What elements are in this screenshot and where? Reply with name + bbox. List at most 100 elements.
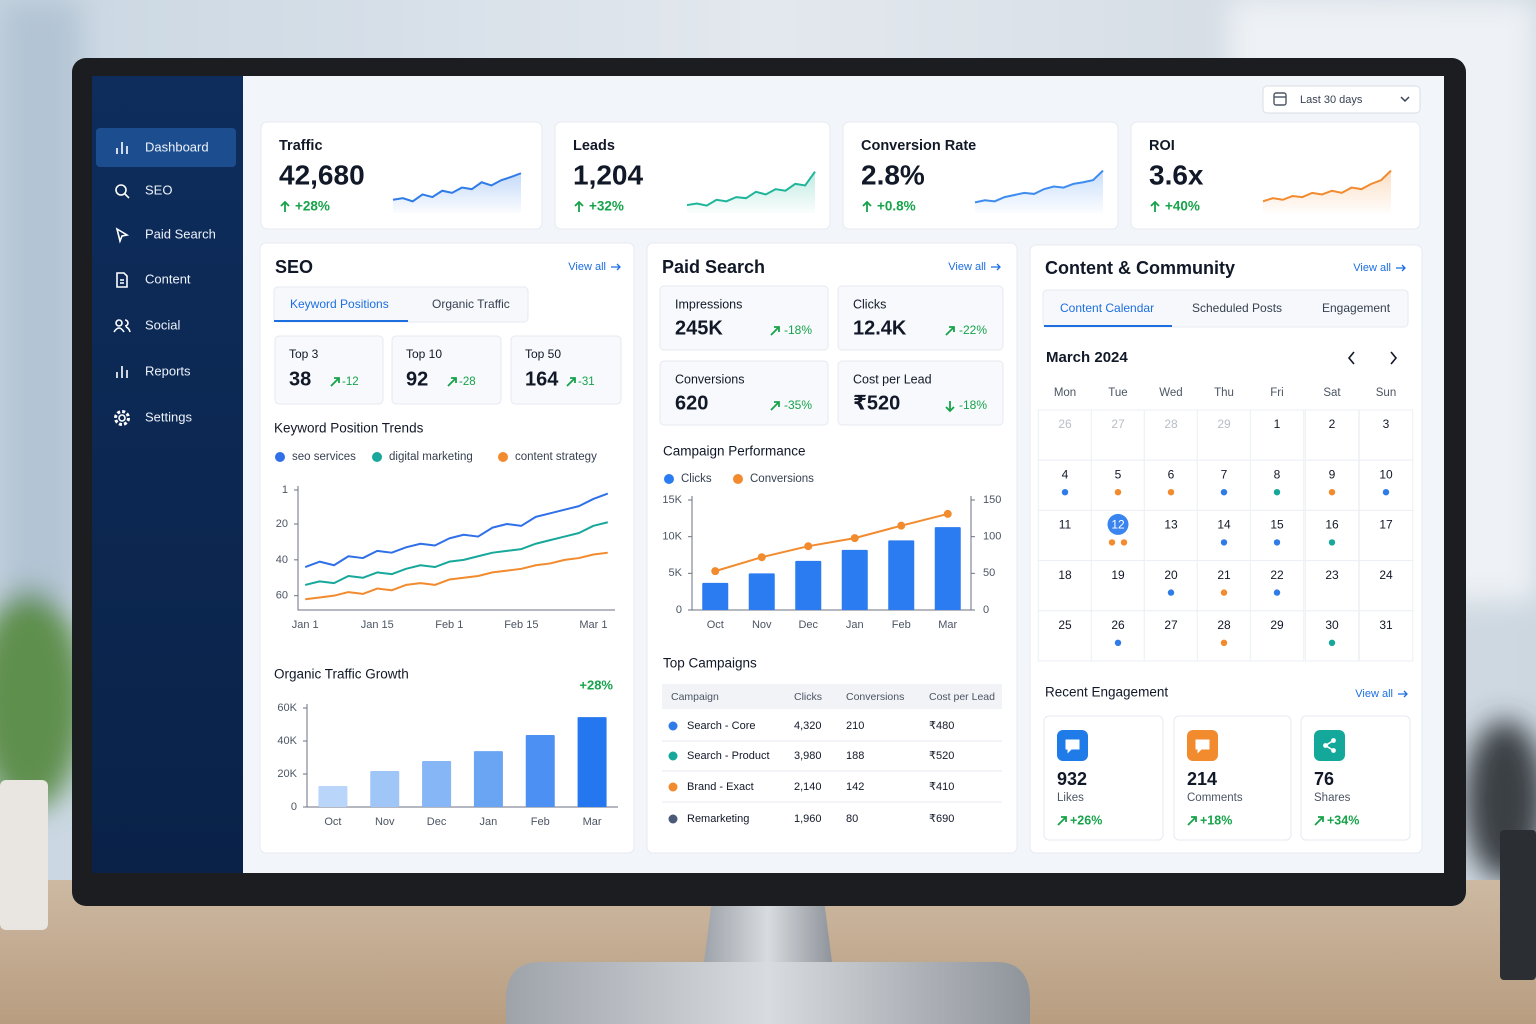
y-tick-label: 150 (983, 494, 1001, 506)
table-cell: ₹480 (929, 720, 954, 732)
tab[interactable]: Organic Traffic (432, 297, 510, 311)
icon-part (116, 142, 128, 154)
tab[interactable]: Scheduled Posts (1192, 301, 1282, 315)
calendar-day[interactable]: 4 (1062, 467, 1069, 481)
calendar-cell (1358, 610, 1414, 662)
icon-part (116, 272, 128, 288)
calendar-day[interactable]: 30 (1325, 618, 1339, 632)
table-cell: 188 (846, 750, 864, 762)
nav-item[interactable]: Dashboard (145, 139, 209, 154)
calendar-day[interactable]: 16 (1325, 518, 1339, 532)
nav-item[interactable]: Content (145, 271, 191, 286)
calendar-day[interactable]: 22 (1270, 568, 1284, 582)
calendar-dot (1220, 589, 1228, 596)
trend-arrow (862, 200, 872, 212)
next-month[interactable] (1390, 351, 1398, 365)
calendar-day[interactable]: 19 (1111, 568, 1125, 582)
calendar-day[interactable]: 26 (1111, 618, 1125, 632)
calendar-day[interactable]: 31 (1379, 618, 1393, 632)
icon-part (118, 414, 126, 422)
sparkline (974, 169, 1104, 204)
y-tick-label: 0 (983, 604, 989, 616)
date-range[interactable]: Last 30 days (1300, 94, 1363, 106)
calendar-day[interactable]: 21 (1217, 568, 1231, 582)
x-tick-label: Jan 15 (361, 619, 394, 631)
trend-arrow (447, 377, 457, 387)
nav-item[interactable]: Settings (145, 409, 192, 424)
calendar-day[interactable]: 6 (1168, 467, 1175, 481)
sparkline-area (687, 171, 815, 213)
calendar-day[interactable]: 20 (1164, 568, 1178, 582)
nav-item[interactable]: Social (145, 317, 181, 332)
point (850, 534, 859, 543)
nav-item[interactable]: Paid Search (145, 226, 216, 241)
calendar-day[interactable]: 29 (1270, 618, 1284, 632)
calendar-day[interactable]: 27 (1164, 618, 1178, 632)
calendar-day[interactable]: 17 (1379, 518, 1393, 532)
calendar-day[interactable]: 18 (1058, 568, 1072, 582)
point (943, 509, 952, 518)
view-all[interactable]: View all (568, 261, 606, 273)
icon-part (116, 366, 128, 378)
calendar-day[interactable]: 9 (1329, 467, 1336, 481)
tab[interactable]: Content Calendar (1060, 301, 1154, 315)
calendar-day[interactable]: 5 (1115, 467, 1122, 481)
trend-arrow (1187, 816, 1197, 826)
stat-value: 620 (675, 392, 708, 414)
trend-arrow (574, 200, 584, 212)
calendar-day[interactable]: 8 (1274, 467, 1281, 481)
calendar-day[interactable]: 23 (1325, 568, 1339, 582)
point (757, 553, 766, 562)
x-tick-label: Feb (531, 816, 550, 828)
calendar-day[interactable]: 14 (1217, 518, 1231, 532)
legend-label: seo services (292, 451, 356, 463)
tab[interactable]: Keyword Positions (290, 297, 389, 311)
calendar-cell (1358, 560, 1414, 612)
calendar-day[interactable]: 11 (1059, 518, 1072, 532)
calendar-cell (1143, 459, 1199, 511)
calendar-day[interactable]: 25 (1058, 618, 1072, 632)
campaign-dot (668, 814, 678, 824)
view-all[interactable]: View all (1353, 262, 1391, 274)
calendar-cell (1143, 509, 1199, 562)
calendar-dot (1273, 489, 1281, 496)
stat-change: -18% (784, 323, 812, 337)
x-tick-label: Nov (752, 619, 772, 631)
calendar-day[interactable]: 28 (1217, 618, 1231, 632)
sparkline (392, 172, 522, 203)
nav-item[interactable]: SEO (145, 182, 172, 197)
calendar-day[interactable]: 2 (1329, 417, 1336, 431)
trend-arrow (280, 200, 290, 212)
date-picker[interactable] (1262, 85, 1421, 114)
x-tick-label: Nov (375, 816, 395, 828)
tab[interactable]: Engagement (1322, 301, 1391, 315)
panel-title: Content & Community (1045, 258, 1235, 278)
calendar-day[interactable]: 13 (1164, 518, 1178, 532)
nav-icon (116, 142, 128, 154)
tab-underline (1044, 325, 1172, 327)
table-cell: ₹520 (929, 750, 954, 762)
calendar-day[interactable]: 3 (1383, 417, 1390, 431)
view-all[interactable]: View all (948, 261, 986, 273)
nav-item[interactable]: Reports (145, 363, 191, 378)
calendar-day-muted: 29 (1217, 417, 1231, 431)
y-tick-label: 40 (276, 554, 288, 566)
calendar-day[interactable]: 15 (1270, 518, 1284, 532)
prev-month[interactable] (1347, 351, 1355, 365)
calendar-day[interactable]: 1 (1274, 417, 1281, 431)
nav-icon (113, 319, 131, 333)
calendar-day[interactable]: 10 (1379, 467, 1393, 481)
calendar-month: March 2024 (1046, 349, 1128, 366)
bar (934, 527, 961, 610)
weekday: Thu (1214, 387, 1234, 399)
sparkline (686, 171, 816, 207)
calendar-day[interactable]: 24 (1379, 568, 1393, 582)
legend-label: content strategy (515, 451, 597, 463)
calendar-day[interactable]: 12 (1111, 518, 1125, 532)
line (305, 551, 608, 601)
icon-part (115, 319, 123, 327)
calendar-day[interactable]: 7 (1221, 467, 1228, 481)
icon-glyph (1065, 739, 1080, 754)
view-all[interactable]: View all (1355, 688, 1393, 700)
bar (702, 582, 729, 610)
